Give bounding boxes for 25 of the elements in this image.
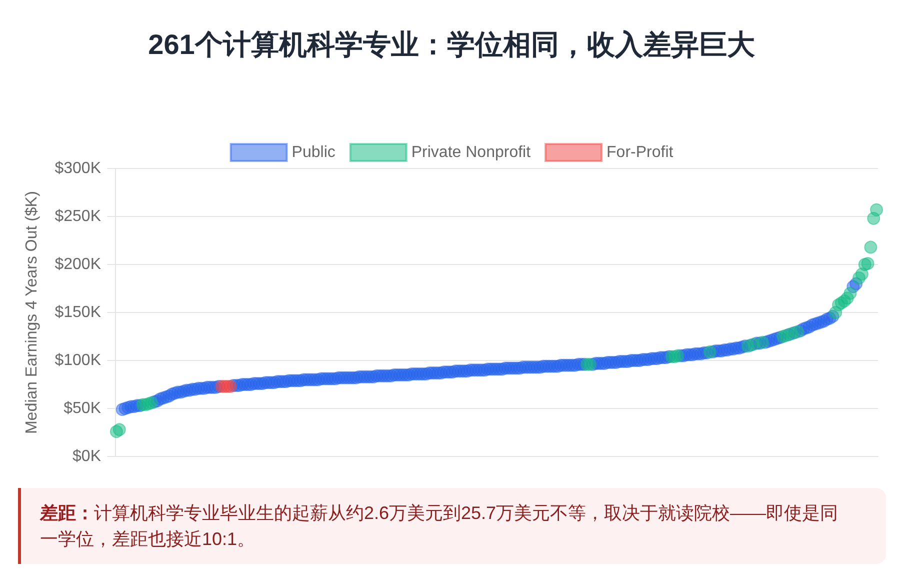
point xyxy=(703,345,716,358)
y-tick-label: $50K xyxy=(64,400,102,417)
point xyxy=(584,358,597,371)
text: 差距： xyxy=(40,503,94,523)
y-tick-label: $100K xyxy=(54,352,102,369)
point xyxy=(870,203,884,216)
point xyxy=(861,257,874,270)
legend-label: Public xyxy=(292,144,336,161)
point xyxy=(224,380,237,393)
chart-title: 261个计算机科学专业：学位相同，收入差异巨大 xyxy=(147,28,756,62)
point xyxy=(756,336,770,349)
legend-label: For-Profit xyxy=(606,144,674,161)
point xyxy=(844,286,857,300)
y-tick-label: $250K xyxy=(54,208,102,225)
y-tick-label: $300K xyxy=(54,160,102,177)
y-tick-label: $0K xyxy=(72,448,102,465)
point xyxy=(145,396,158,410)
y-tick-label: $150K xyxy=(54,304,102,321)
point xyxy=(864,240,878,254)
point xyxy=(791,325,804,338)
point xyxy=(671,349,684,362)
point xyxy=(112,423,126,436)
legend-label: Private Nonprofit xyxy=(411,144,532,161)
y-tick-label: $200K xyxy=(54,256,102,273)
y-axis-title: Median Earnings 4 Years Out ($K) xyxy=(24,191,40,434)
